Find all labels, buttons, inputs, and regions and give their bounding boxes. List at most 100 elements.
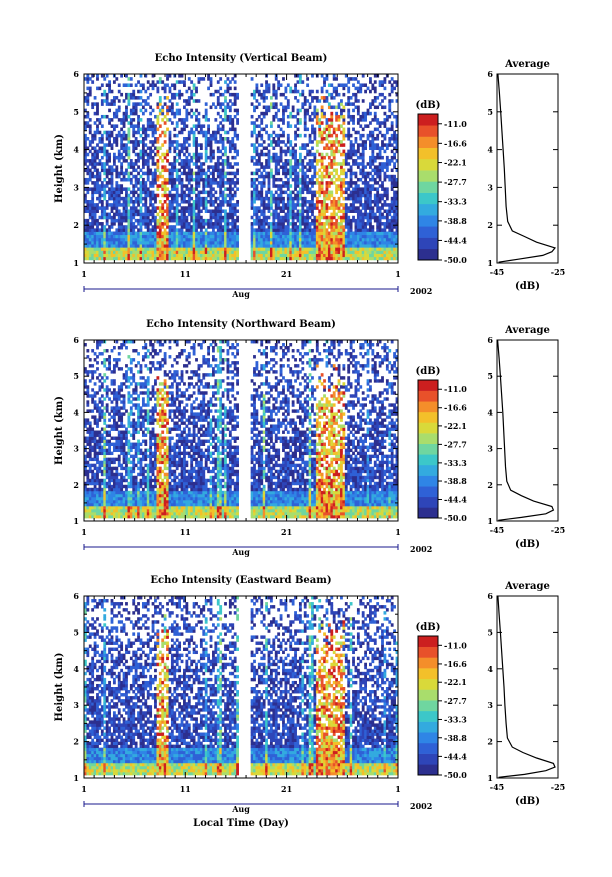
x-tick-label: 1 [395, 269, 401, 279]
colorbar-segment [418, 136, 438, 148]
chart-title: Echo Intensity (Vertical Beam) [155, 53, 328, 64]
colorbar-segment [418, 401, 438, 413]
colorbar-tick-label: -27.7 [444, 439, 467, 449]
colorbar-tick-label: -16.6 [444, 138, 467, 148]
y-tick-label: 1 [73, 258, 79, 268]
profile-y-tick-label: 1 [487, 773, 493, 783]
colorbar-frame [417, 113, 439, 261]
x-tick-label: 21 [281, 269, 292, 279]
x-tick-label: 21 [281, 527, 292, 537]
colorbar-tick-label: -33.3 [444, 458, 467, 468]
colorbar-segment [418, 678, 438, 690]
colorbar-segment [418, 646, 438, 658]
colorbar-tick-label: -50.0 [444, 255, 467, 265]
colorbar-segment [418, 192, 438, 205]
colorbar-tick-label: -33.3 [444, 197, 467, 207]
profile-title: Average [504, 59, 550, 70]
colorbar-segment [418, 114, 438, 126]
profile-x-tick-label: -25 [551, 525, 565, 535]
profile-y-tick-label: 6 [487, 591, 493, 601]
colorbar-segment [418, 411, 438, 423]
colorbar-segment [418, 237, 438, 250]
month-label: Aug [231, 289, 250, 299]
colorbar-tick-label: -44.4 [444, 751, 467, 761]
colorbar-tick-label: -11.0 [444, 640, 467, 650]
colorbar-unit: (dB) [416, 366, 441, 377]
colorbar-segment [418, 203, 438, 216]
month-label: Aug [231, 547, 250, 557]
profile-x-tick-label: -45 [490, 525, 504, 535]
y-tick-label: 1 [73, 773, 79, 783]
profile-y-tick-label: 3 [487, 444, 493, 454]
colorbar-unit: (dB) [416, 622, 441, 633]
profile-y-tick-label: 2 [487, 480, 493, 490]
colorbar-segment [418, 657, 438, 669]
chart-title: Echo Intensity (Northward Beam) [146, 319, 336, 330]
y-tick-label: 6 [73, 69, 79, 79]
profile-y-tick-label: 6 [487, 335, 493, 345]
y-tick-label: 3 [73, 444, 79, 454]
colorbar-segment [418, 454, 438, 466]
colorbar-segment [418, 753, 438, 765]
x-tick-label: 1 [81, 527, 87, 537]
profile-title: Average [504, 581, 550, 592]
y-tick-label: 6 [73, 335, 79, 345]
colorbar-segment [418, 636, 438, 647]
colorbar-segment [418, 710, 438, 722]
profile-x-label: (dB) [515, 796, 540, 807]
year-label: 2002 [410, 286, 432, 296]
colorbar-segment [418, 700, 438, 712]
colorbar-tick-label: -44.4 [444, 495, 467, 505]
profile-frame [496, 339, 559, 522]
colorbar-tick-label: -44.4 [444, 235, 467, 245]
y-tick-label: 1 [73, 516, 79, 526]
profile-x-tick-label: -25 [551, 782, 565, 792]
profile-y-tick-label: 4 [487, 407, 493, 417]
colorbar-segment [418, 443, 438, 455]
x-tick-label: 1 [395, 527, 401, 537]
colorbar-segment [418, 668, 438, 680]
colorbar-tick-label: -22.1 [444, 421, 467, 431]
colorbar-segment [418, 125, 438, 137]
profile-frame [496, 595, 559, 779]
y-tick-label: 3 [73, 182, 79, 192]
profile-y-tick-label: 5 [487, 107, 493, 117]
colorbar-segment [418, 721, 438, 733]
y-tick-label: 3 [73, 700, 79, 710]
colorbar-tick-label: -27.7 [444, 177, 467, 187]
profile-y-tick-label: 6 [487, 69, 493, 79]
colorbar-segment [418, 742, 438, 754]
colorbar-tick-label: -22.1 [444, 158, 467, 168]
y-tick-label: 5 [73, 107, 79, 117]
y-tick-label: 2 [73, 737, 79, 747]
heatmap [84, 596, 399, 776]
colorbar-tick-label: -38.8 [444, 216, 467, 226]
month-label: Aug [231, 804, 250, 814]
chart-title: Echo Intensity (Eastward Beam) [150, 575, 331, 586]
y-axis-label: Height (km) [54, 134, 65, 203]
colorbar-segment [418, 486, 438, 498]
profile-line [497, 73, 557, 263]
x-tick-label: 1 [81, 269, 87, 279]
y-tick-label: 2 [73, 220, 79, 230]
profile-x-tick-label: -45 [490, 267, 504, 277]
x-tick-label: 21 [281, 784, 292, 794]
colorbar-segment [418, 380, 438, 391]
colorbar-segment [418, 764, 438, 776]
colorbar-segment [418, 390, 438, 402]
colorbar-segment [418, 181, 438, 193]
colorbar-segment [418, 170, 438, 182]
profile-line [497, 595, 556, 778]
x-tick-label: 11 [180, 527, 191, 537]
colorbar-segment [418, 226, 438, 238]
profile-y-tick-label: 4 [487, 664, 493, 674]
colorbar-segment [418, 507, 438, 519]
y-axis-label: Height (km) [54, 396, 65, 465]
y-tick-label: 5 [73, 371, 79, 381]
profile-title: Average [504, 325, 550, 336]
colorbar-segment [418, 433, 438, 444]
profile-x-label: (dB) [515, 281, 540, 292]
colorbar-segment [418, 422, 438, 434]
colorbar-segment [418, 496, 438, 508]
